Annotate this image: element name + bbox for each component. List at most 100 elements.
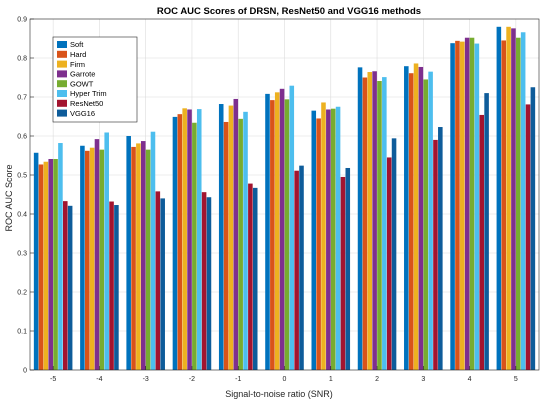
bar-gowt	[53, 159, 58, 370]
bar-gowt	[192, 122, 197, 371]
bar-firm	[89, 147, 95, 370]
bar-firm	[136, 143, 141, 370]
bar-gowt	[145, 149, 151, 370]
bar-firm	[460, 41, 465, 371]
y-tick-label: 0.4	[17, 212, 27, 219]
bar-hyper-trim	[289, 85, 295, 370]
bar-vgg16	[160, 198, 165, 370]
bar-garrote	[48, 159, 53, 370]
legend-label: GOWT	[70, 79, 94, 88]
bar-hyper-trim	[428, 71, 433, 371]
bar-garrote	[279, 88, 285, 370]
bar-hard	[455, 40, 460, 371]
bar-hard	[316, 118, 321, 370]
x-tick-label: 2	[375, 376, 379, 383]
bar-resnet50	[248, 183, 253, 370]
bar-vgg16	[345, 167, 351, 370]
bar-gowt	[469, 37, 475, 370]
bar-firm	[367, 72, 373, 370]
bar-vgg16	[299, 165, 304, 370]
x-tick-label: 1	[329, 376, 333, 383]
bar-garrote	[326, 109, 331, 370]
x-tick-label: 0	[283, 376, 287, 383]
bar-gowt	[284, 99, 290, 370]
bar-garrote	[187, 109, 192, 370]
bar-hyper-trim	[474, 43, 480, 370]
bar-hyper-trim	[243, 111, 248, 370]
legend-label: Hard	[70, 50, 86, 59]
bar-vgg16	[530, 87, 536, 370]
legend-swatch	[57, 70, 67, 78]
legend-label: Hyper Trim	[70, 89, 107, 98]
x-tick-label: -5	[50, 376, 56, 383]
legend-swatch	[57, 109, 67, 117]
bar-resnet50	[63, 201, 68, 370]
bars	[33, 26, 536, 371]
bar-hard	[84, 150, 90, 370]
bar-vgg16	[114, 205, 119, 370]
bar-garrote	[464, 37, 470, 370]
bar-gowt	[377, 81, 382, 370]
bar-hyper-trim	[196, 109, 202, 370]
legend-label: Garrote	[70, 70, 95, 79]
bar-garrote	[511, 28, 516, 371]
x-tick-label: -2	[189, 376, 195, 383]
bar-firm	[228, 105, 234, 370]
legend-label: VGG16	[70, 109, 95, 118]
bar-gowt	[423, 79, 429, 370]
bar-resnet50	[201, 192, 207, 370]
bar-firm	[506, 26, 511, 371]
bar-resnet50	[433, 139, 438, 370]
legend-swatch	[57, 41, 67, 48]
bar-soft	[33, 152, 39, 370]
bar-resnet50	[340, 176, 346, 370]
bar-vgg16	[67, 205, 73, 370]
legend-swatch	[57, 80, 67, 88]
x-tick-labels: -5 -4 -3 -2 -1 0 1 2 3 4 5	[50, 376, 518, 383]
bar-gowt	[516, 37, 521, 370]
bar-hard	[38, 164, 44, 370]
y-tick-label: 0.6	[17, 134, 27, 141]
bar-hyper-trim	[58, 143, 63, 370]
bar-vgg16	[252, 187, 258, 370]
y-tick-label: 0.5	[17, 173, 27, 180]
bar-firm	[321, 102, 326, 371]
x-tick-label: 3	[421, 376, 425, 383]
bar-firm	[274, 92, 280, 370]
legend-swatch	[57, 90, 67, 97]
bar-vgg16	[484, 93, 489, 370]
bar-garrote	[94, 139, 100, 370]
bar-gowt	[330, 108, 336, 370]
bar-soft	[265, 93, 270, 370]
y-tick-label: 0.2	[17, 290, 27, 297]
bar-resnet50	[525, 104, 531, 370]
bar-hyper-trim	[520, 32, 526, 370]
bar-vgg16	[206, 197, 212, 370]
bar-vgg16	[391, 138, 397, 370]
bar-soft	[450, 43, 455, 371]
legend-swatch	[57, 60, 67, 68]
bar-hard	[270, 100, 275, 371]
bar-soft	[80, 145, 85, 370]
bar-soft	[496, 26, 502, 371]
bar-hyper-trim	[382, 77, 387, 371]
bar-resnet50	[386, 157, 392, 370]
y-tick-label: 0.9	[17, 17, 27, 24]
bar-hard	[223, 121, 229, 371]
bar-garrote	[140, 141, 146, 370]
bar-gowt	[99, 149, 105, 370]
y-axis-label: ROC AUC Score	[4, 164, 14, 231]
bar-hyper-trim	[150, 131, 156, 370]
y-tick-label: 0.7	[17, 95, 27, 102]
bar-soft	[404, 66, 409, 370]
legend-label: Soft	[70, 40, 84, 49]
bar-hard	[131, 146, 136, 370]
tick-marks	[30, 18, 517, 371]
bar-garrote	[372, 71, 377, 370]
x-axis-label: Signal-to-noise ratio (SNR)	[225, 389, 333, 399]
bar-hard	[501, 40, 506, 370]
